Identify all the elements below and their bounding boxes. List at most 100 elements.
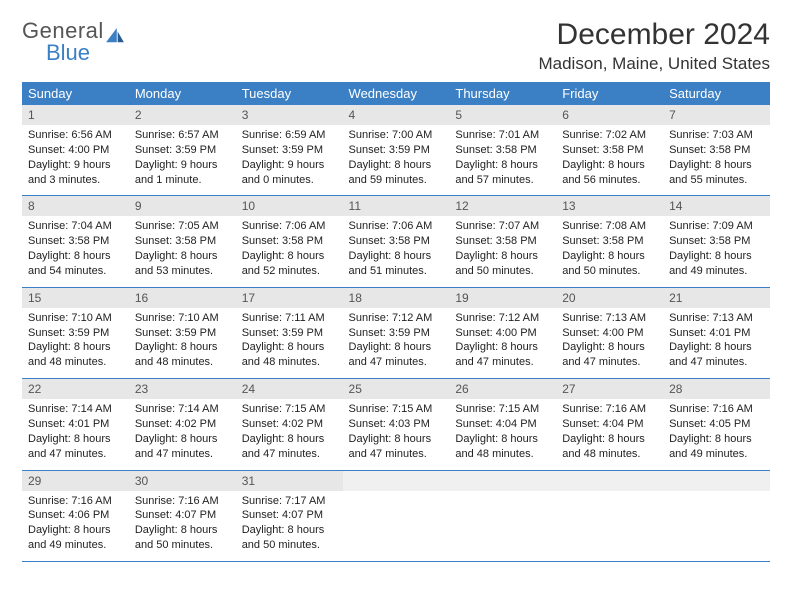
day-details: Sunrise: 7:04 AMSunset: 3:58 PMDaylight:… [22, 216, 129, 286]
day-cell: 15Sunrise: 7:10 AMSunset: 3:59 PMDayligh… [22, 287, 129, 378]
day-number: 28 [663, 379, 770, 399]
table-row: 29Sunrise: 7:16 AMSunset: 4:06 PMDayligh… [22, 470, 770, 561]
day-cell [343, 470, 450, 561]
day-details: Sunrise: 7:16 AMSunset: 4:05 PMDaylight:… [663, 399, 770, 469]
day-details: Sunrise: 7:17 AMSunset: 4:07 PMDaylight:… [236, 491, 343, 561]
day-details: Sunrise: 7:06 AMSunset: 3:58 PMDaylight:… [236, 216, 343, 286]
day-number: 31 [236, 471, 343, 491]
day-details: Sunrise: 7:14 AMSunset: 4:01 PMDaylight:… [22, 399, 129, 469]
day-details: Sunrise: 7:12 AMSunset: 4:00 PMDaylight:… [449, 308, 556, 378]
table-row: 1Sunrise: 6:56 AMSunset: 4:00 PMDaylight… [22, 105, 770, 196]
col-header: Saturday [663, 82, 770, 105]
col-header: Monday [129, 82, 236, 105]
day-number: 18 [343, 288, 450, 308]
day-number: 30 [129, 471, 236, 491]
header-row: SundayMondayTuesdayWednesdayThursdayFrid… [22, 82, 770, 105]
calendar-table: SundayMondayTuesdayWednesdayThursdayFrid… [22, 82, 770, 562]
day-number: 6 [556, 105, 663, 125]
day-cell: 27Sunrise: 7:16 AMSunset: 4:04 PMDayligh… [556, 379, 663, 470]
day-details: Sunrise: 7:08 AMSunset: 3:58 PMDaylight:… [556, 216, 663, 286]
day-number: 16 [129, 288, 236, 308]
day-cell: 11Sunrise: 7:06 AMSunset: 3:58 PMDayligh… [343, 196, 450, 287]
location-text: Madison, Maine, United States [538, 54, 770, 74]
day-details: Sunrise: 7:16 AMSunset: 4:06 PMDaylight:… [22, 491, 129, 561]
day-details: Sunrise: 7:13 AMSunset: 4:00 PMDaylight:… [556, 308, 663, 378]
day-cell [449, 470, 556, 561]
day-number: 2 [129, 105, 236, 125]
day-number: 13 [556, 196, 663, 216]
day-details: Sunrise: 7:14 AMSunset: 4:02 PMDaylight:… [129, 399, 236, 469]
day-cell: 22Sunrise: 7:14 AMSunset: 4:01 PMDayligh… [22, 379, 129, 470]
day-number: 29 [22, 471, 129, 491]
col-header: Thursday [449, 82, 556, 105]
day-details: Sunrise: 7:15 AMSunset: 4:02 PMDaylight:… [236, 399, 343, 469]
day-number: 21 [663, 288, 770, 308]
day-details: Sunrise: 7:03 AMSunset: 3:58 PMDaylight:… [663, 125, 770, 195]
day-details: Sunrise: 7:10 AMSunset: 3:59 PMDaylight:… [22, 308, 129, 378]
day-cell: 28Sunrise: 7:16 AMSunset: 4:05 PMDayligh… [663, 379, 770, 470]
page-title: December 2024 [538, 18, 770, 52]
day-number: 8 [22, 196, 129, 216]
day-cell: 9Sunrise: 7:05 AMSunset: 3:58 PMDaylight… [129, 196, 236, 287]
day-details: Sunrise: 7:02 AMSunset: 3:58 PMDaylight:… [556, 125, 663, 195]
day-cell: 30Sunrise: 7:16 AMSunset: 4:07 PMDayligh… [129, 470, 236, 561]
day-number: 19 [449, 288, 556, 308]
day-details: Sunrise: 7:15 AMSunset: 4:04 PMDaylight:… [449, 399, 556, 469]
day-cell: 8Sunrise: 7:04 AMSunset: 3:58 PMDaylight… [22, 196, 129, 287]
day-cell [556, 470, 663, 561]
day-number: 5 [449, 105, 556, 125]
day-cell: 31Sunrise: 7:17 AMSunset: 4:07 PMDayligh… [236, 470, 343, 561]
title-block: December 2024 Madison, Maine, United Sta… [538, 18, 770, 74]
table-row: 15Sunrise: 7:10 AMSunset: 3:59 PMDayligh… [22, 287, 770, 378]
day-number: 23 [129, 379, 236, 399]
table-row: 22Sunrise: 7:14 AMSunset: 4:01 PMDayligh… [22, 379, 770, 470]
day-details: Sunrise: 7:16 AMSunset: 4:07 PMDaylight:… [129, 491, 236, 561]
day-number: 3 [236, 105, 343, 125]
day-cell: 13Sunrise: 7:08 AMSunset: 3:58 PMDayligh… [556, 196, 663, 287]
day-details: Sunrise: 7:15 AMSunset: 4:03 PMDaylight:… [343, 399, 450, 469]
day-cell: 21Sunrise: 7:13 AMSunset: 4:01 PMDayligh… [663, 287, 770, 378]
day-cell [663, 470, 770, 561]
day-number: 26 [449, 379, 556, 399]
day-details: Sunrise: 7:01 AMSunset: 3:58 PMDaylight:… [449, 125, 556, 195]
day-number: 24 [236, 379, 343, 399]
day-cell: 20Sunrise: 7:13 AMSunset: 4:00 PMDayligh… [556, 287, 663, 378]
col-header: Sunday [22, 82, 129, 105]
day-cell: 16Sunrise: 7:10 AMSunset: 3:59 PMDayligh… [129, 287, 236, 378]
day-number: 25 [343, 379, 450, 399]
header: General Blue December 2024 Madison, Main… [22, 18, 770, 74]
col-header: Friday [556, 82, 663, 105]
col-header: Tuesday [236, 82, 343, 105]
day-details: Sunrise: 7:11 AMSunset: 3:59 PMDaylight:… [236, 308, 343, 378]
day-details: Sunrise: 6:56 AMSunset: 4:00 PMDaylight:… [22, 125, 129, 195]
logo: General Blue [22, 18, 124, 66]
day-cell: 2Sunrise: 6:57 AMSunset: 3:59 PMDaylight… [129, 105, 236, 196]
day-details: Sunrise: 7:13 AMSunset: 4:01 PMDaylight:… [663, 308, 770, 378]
day-cell: 19Sunrise: 7:12 AMSunset: 4:00 PMDayligh… [449, 287, 556, 378]
day-number: 4 [343, 105, 450, 125]
day-number: 17 [236, 288, 343, 308]
day-details: Sunrise: 6:57 AMSunset: 3:59 PMDaylight:… [129, 125, 236, 195]
day-details: Sunrise: 7:07 AMSunset: 3:58 PMDaylight:… [449, 216, 556, 286]
day-cell: 14Sunrise: 7:09 AMSunset: 3:58 PMDayligh… [663, 196, 770, 287]
day-cell: 23Sunrise: 7:14 AMSunset: 4:02 PMDayligh… [129, 379, 236, 470]
day-details: Sunrise: 7:00 AMSunset: 3:59 PMDaylight:… [343, 125, 450, 195]
day-cell: 26Sunrise: 7:15 AMSunset: 4:04 PMDayligh… [449, 379, 556, 470]
day-details: Sunrise: 6:59 AMSunset: 3:59 PMDaylight:… [236, 125, 343, 195]
day-number: 1 [22, 105, 129, 125]
day-cell: 24Sunrise: 7:15 AMSunset: 4:02 PMDayligh… [236, 379, 343, 470]
day-details: Sunrise: 7:12 AMSunset: 3:59 PMDaylight:… [343, 308, 450, 378]
day-details: Sunrise: 7:05 AMSunset: 3:58 PMDaylight:… [129, 216, 236, 286]
day-cell: 12Sunrise: 7:07 AMSunset: 3:58 PMDayligh… [449, 196, 556, 287]
day-cell: 3Sunrise: 6:59 AMSunset: 3:59 PMDaylight… [236, 105, 343, 196]
day-number: 9 [129, 196, 236, 216]
logo-text-blue: Blue [46, 40, 124, 66]
day-cell: 29Sunrise: 7:16 AMSunset: 4:06 PMDayligh… [22, 470, 129, 561]
day-cell: 18Sunrise: 7:12 AMSunset: 3:59 PMDayligh… [343, 287, 450, 378]
day-number: 11 [343, 196, 450, 216]
day-details: Sunrise: 7:09 AMSunset: 3:58 PMDaylight:… [663, 216, 770, 286]
day-cell: 10Sunrise: 7:06 AMSunset: 3:58 PMDayligh… [236, 196, 343, 287]
col-header: Wednesday [343, 82, 450, 105]
day-number: 20 [556, 288, 663, 308]
day-cell: 5Sunrise: 7:01 AMSunset: 3:58 PMDaylight… [449, 105, 556, 196]
